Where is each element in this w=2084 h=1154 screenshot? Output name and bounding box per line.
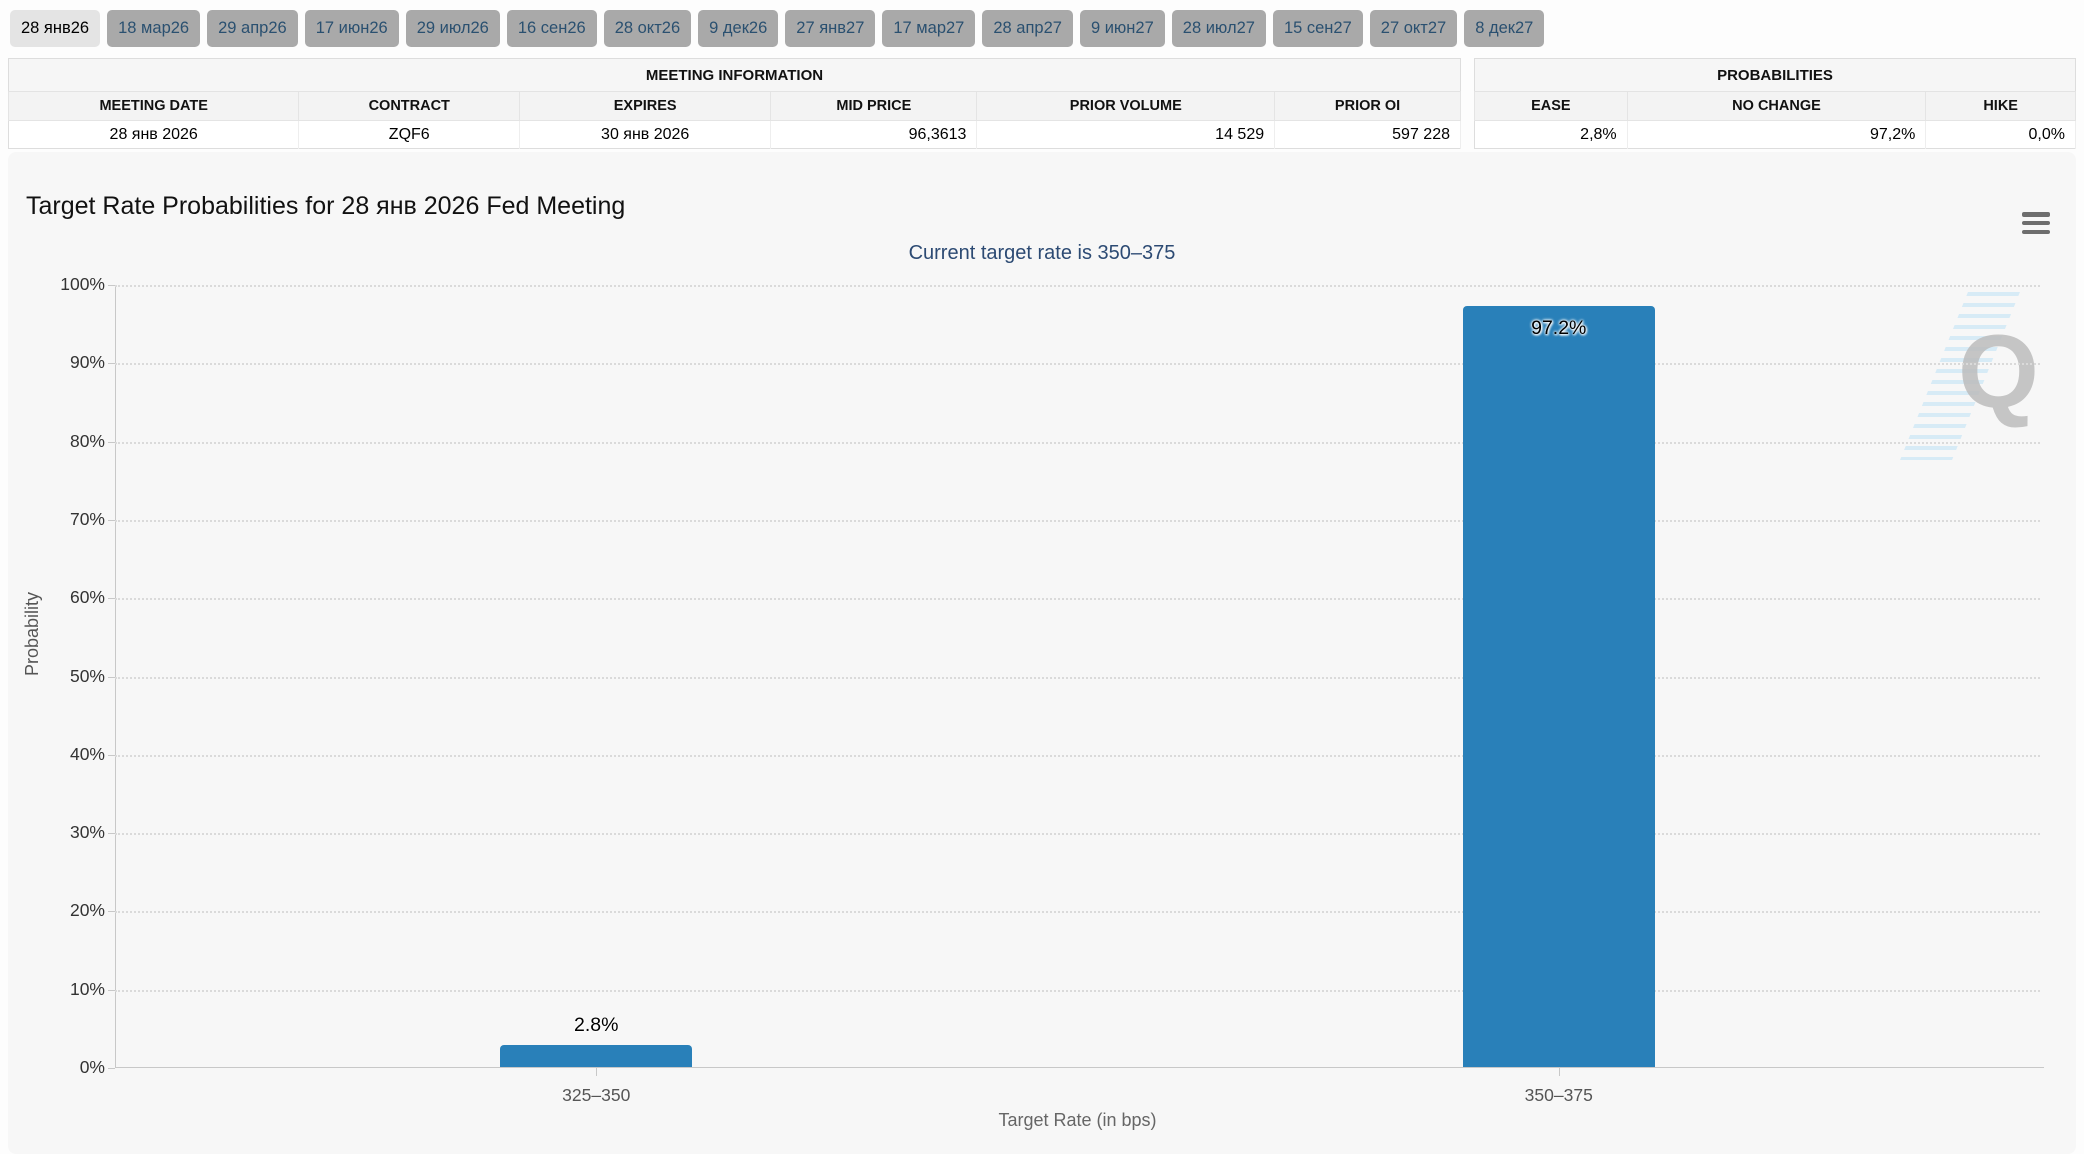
chart-title: Target Rate Probabilities for 28 янв 202… xyxy=(26,192,626,220)
x-axis-line xyxy=(115,1067,2044,1068)
meeting-date-tab[interactable]: 18 мар26 xyxy=(107,10,201,47)
cell-value: 597 228 xyxy=(1274,120,1461,149)
meeting-date-tab[interactable]: 28 июл27 xyxy=(1171,10,1266,47)
gridline xyxy=(115,989,2040,992)
hamburger-menu-icon[interactable] xyxy=(2022,212,2050,234)
meeting-value-row: 28 янв 2026 ZQF6 30 янв 2026 96,3613 14 529 5… xyxy=(8,120,1461,149)
column-header: EASE xyxy=(1474,91,1628,121)
y-tick-label: 10% xyxy=(69,978,105,999)
y-tick-label: 20% xyxy=(69,900,105,921)
x-tick-label: 325–350 xyxy=(562,1085,631,1105)
meeting-date-tab[interactable]: 8 дек27 xyxy=(1464,10,1545,47)
cell-value: ZQF6 xyxy=(298,120,521,149)
info-tables-row: MEETING INFORMATION MEETING DATE CONTRACT… xyxy=(7,58,2076,149)
chart-panel: Target Rate Probabilities for 28 янв 202… xyxy=(8,152,2076,1154)
gridline xyxy=(115,598,2040,601)
meeting-date-tab[interactable]: 17 июн26 xyxy=(304,10,399,47)
probability-bar xyxy=(500,1045,693,1067)
y-tick-label: 80% xyxy=(69,430,105,451)
y-tick-label: 90% xyxy=(69,352,105,373)
x-tick xyxy=(596,1068,598,1076)
probabilities-header-row: EASE NO CHANGE HIKE xyxy=(1474,91,2076,121)
meeting-date-tab[interactable]: 29 апр26 xyxy=(207,10,298,47)
probabilities-table: PROBABILITIES EASE NO CHANGE HIKE 2,8% 97,2… xyxy=(1474,58,2076,149)
bar-value-label: 2.8% xyxy=(574,1014,619,1037)
y-tick xyxy=(108,754,115,756)
y-tick xyxy=(108,676,115,678)
gridline xyxy=(115,833,2040,836)
y-tick-label: 50% xyxy=(69,665,105,686)
y-tick xyxy=(108,911,115,913)
meeting-date-tab[interactable]: 28 окт26 xyxy=(603,10,692,47)
meeting-date-tab[interactable]: 29 июл26 xyxy=(405,10,500,47)
column-header: CONTRACT xyxy=(298,91,521,121)
y-tick-label: 30% xyxy=(69,822,105,843)
x-axis-title: Target Rate (in bps) xyxy=(998,1110,1157,1130)
meeting-date-tab[interactable]: 16 сен26 xyxy=(506,10,597,47)
column-header: PRIOR VOLUME xyxy=(976,91,1276,121)
y-tick-label: 100% xyxy=(60,274,105,294)
meeting-date-tab[interactable]: 27 янв27 xyxy=(785,10,876,47)
y-tick-label: 70% xyxy=(69,508,105,529)
y-tick-label: 60% xyxy=(69,587,105,608)
meeting-date-tab[interactable]: 28 янв26 xyxy=(10,10,101,47)
meeting-date-tab[interactable]: 17 мар27 xyxy=(882,10,976,47)
gridline xyxy=(115,441,2040,444)
cell-value: 2,8% xyxy=(1474,120,1628,149)
y-tick xyxy=(108,833,115,835)
cell-value: 14 529 xyxy=(976,120,1276,149)
meeting-date-tab[interactable]: 27 окт27 xyxy=(1369,10,1458,47)
y-tick xyxy=(108,598,115,600)
column-header: NO CHANGE xyxy=(1626,91,1927,121)
meeting-header-row: MEETING DATE CONTRACT EXPIRES MID PRICE PRIO… xyxy=(7,91,1461,121)
bar-chart-plot-area: 0% 10% 20% 30% 40% 50% 60% 70% 80% 90% 100% 2.8% 325… xyxy=(60,274,2044,1105)
y-tick xyxy=(108,363,115,365)
cell-value: 30 янв 2026 xyxy=(519,120,772,149)
meeting-date-tab[interactable]: 15 сен27 xyxy=(1272,10,1363,47)
column-header: EXPIRES xyxy=(519,91,772,121)
gridline xyxy=(115,676,2040,679)
probabilities-title: PROBABILITIES xyxy=(1474,58,2076,92)
meeting-information-title: MEETING INFORMATION xyxy=(8,58,1461,92)
gridline xyxy=(115,285,2040,287)
cell-value: 96,3613 xyxy=(770,120,978,149)
column-header: HIKE xyxy=(1925,91,2076,121)
probability-bar xyxy=(1462,305,1655,1067)
y-tick xyxy=(108,285,115,286)
y-tick xyxy=(108,989,115,991)
x-tick xyxy=(1558,1068,1560,1076)
meeting-date-tab[interactable]: 9 июн27 xyxy=(1079,10,1165,47)
probabilities-value-row: 2,8% 97,2% 0,0% xyxy=(1474,120,2076,149)
y-tick xyxy=(108,519,115,521)
meeting-date-tabbar: 28 янв26 18 мар26 29 апр26 17 июн26 29 июл26… xyxy=(10,10,1545,47)
y-tick-label: 0% xyxy=(79,1057,105,1077)
chart-subtitle: Current target rate is 350–375 xyxy=(908,242,1176,264)
meeting-date-tab[interactable]: 9 дек26 xyxy=(698,10,779,47)
cell-value: 0,0% xyxy=(1925,120,2076,149)
y-tick xyxy=(108,441,115,443)
y-tick xyxy=(108,1068,115,1069)
gridline xyxy=(115,911,2040,914)
gridline xyxy=(115,519,2040,522)
column-header: MEETING DATE xyxy=(7,91,300,121)
bar-value-label: 97.2% xyxy=(1531,316,1587,339)
gridline xyxy=(115,754,2040,757)
cell-value: 97,2% xyxy=(1627,120,1927,149)
gridline xyxy=(115,363,2040,366)
x-tick-label: 350–375 xyxy=(1524,1085,1593,1105)
cell-value: 28 янв 2026 xyxy=(8,120,300,149)
column-header: MID PRICE xyxy=(770,91,978,121)
meeting-information-table: MEETING INFORMATION MEETING DATE CONTRACT… xyxy=(7,58,1461,149)
meeting-date-tab[interactable]: 28 апр27 xyxy=(982,10,1073,47)
column-header: PRIOR OI xyxy=(1274,91,1461,121)
y-tick-label: 40% xyxy=(69,743,105,764)
